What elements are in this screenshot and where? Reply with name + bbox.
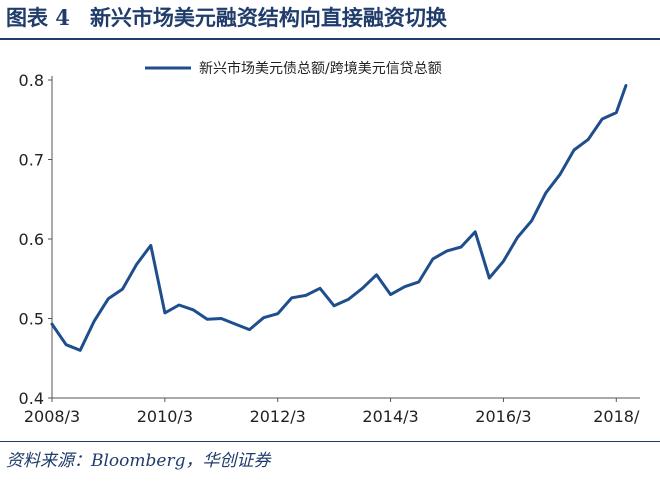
y-axis-ticks: 0.4 0.5 0.6 0.7 0.8 [19, 71, 52, 408]
figure-title-text: 新兴市场美元融资结构向直接融资切换 [89, 5, 447, 30]
figure-title: 图表 4 新兴市场美元融资结构向直接融资切换 [6, 2, 447, 34]
x-tick-label: 2012/3 [250, 407, 306, 426]
series-line [50, 84, 628, 352]
chart-legend: 新兴市场美元债总额/跨境美元信贷总额 [145, 60, 442, 77]
title-rule [0, 38, 660, 40]
legend-label: 新兴市场美元债总额/跨境美元信贷总额 [199, 60, 442, 77]
x-tick-label: 2016/3 [475, 407, 531, 426]
x-axis-ticks: 2008/3 2010/3 2012/3 2014/3 2016/3 2018/ [24, 398, 640, 426]
footer-rule [0, 441, 660, 442]
y-tick-label: 0.7 [19, 151, 44, 170]
x-tick-label: 2008/3 [24, 407, 80, 426]
chart-series [50, 84, 628, 352]
source-note: 资料来源：Bloomberg，华创证券 [6, 451, 271, 471]
x-tick-label: 2018/ [593, 407, 640, 426]
y-tick-label: 0.8 [19, 71, 44, 90]
x-tick-label: 2014/3 [362, 407, 418, 426]
figure-label: 图表 4 [6, 5, 70, 30]
x-tick-label: 2010/3 [137, 407, 193, 426]
y-tick-label: 0.5 [19, 310, 44, 329]
y-tick-label: 0.6 [19, 230, 44, 249]
y-tick-label: 0.4 [19, 389, 44, 408]
chart-axes [51, 76, 640, 399]
